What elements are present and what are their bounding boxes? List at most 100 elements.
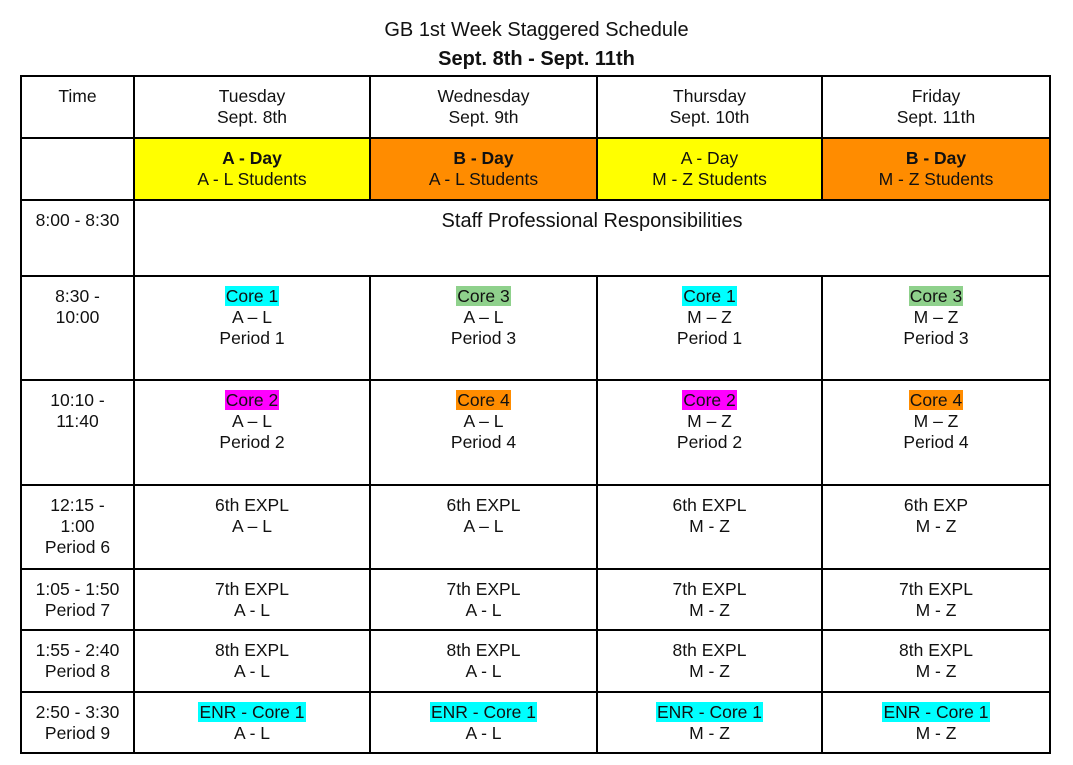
class-cell: 6th EXPL M - Z <box>596 484 823 570</box>
group-label: M - Z <box>915 661 957 681</box>
group-label: A - L <box>465 600 502 620</box>
day-name: Tuesday <box>218 86 286 106</box>
period-6-row: 12:15 - 1:00 Period 6 6th EXPL A – L 6th… <box>20 484 1051 570</box>
group-label: A - L <box>234 661 270 681</box>
core-label: Core 3 <box>908 286 964 306</box>
class-cell: Core 3 M – Z Period 3 <box>821 275 1051 381</box>
class-cell: Core 4 A – L Period 4 <box>369 379 598 486</box>
group-label: M – Z <box>687 307 732 327</box>
day-type-cell: B - Day A - L Students <box>369 137 598 201</box>
class-cell: Core 3 A – L Period 3 <box>369 275 598 381</box>
group-label: M - Z <box>915 723 957 743</box>
period-label: Period 4 <box>450 432 517 452</box>
period-label: Period 1 <box>219 328 285 348</box>
class-cell: 8th EXPL M - Z <box>596 629 823 693</box>
period-label: Period 3 <box>450 328 517 348</box>
group-label: M - Z <box>689 600 730 620</box>
enr-label: ENR - Core 1 <box>198 702 306 722</box>
group-label: A – L <box>463 516 504 536</box>
schedule-table: Time Tuesday Sept. 8th Wednesday Sept. 9… <box>20 75 1051 754</box>
time-cell: 12:15 - 1:00 Period 6 <box>20 484 135 570</box>
class-name: 8th EXPL <box>672 640 747 660</box>
group-label: M - Z <box>915 600 957 620</box>
day-header-thursday: Thursday Sept. 10th <box>596 75 823 139</box>
staff-responsibilities-cell: Staff Professional Responsibilities <box>133 199 1051 277</box>
class-name: 7th EXPL <box>899 579 973 599</box>
group-label: A - L <box>234 723 270 743</box>
page-title: GB 1st Week Staggered Schedule <box>384 19 689 41</box>
group-label: A - L <box>465 661 502 681</box>
class-cell: ENR - Core 1 M - Z <box>821 691 1051 754</box>
core-label: Core 2 <box>224 390 280 410</box>
time-cell: 8:00 - 8:30 <box>20 199 135 277</box>
class-name: 6th EXPL <box>446 495 521 515</box>
day-name: Friday <box>911 86 961 106</box>
class-name: 8th EXPL <box>899 640 973 660</box>
time-cell: 2:50 - 3:30 Period 9 <box>20 691 135 754</box>
class-name: 7th EXPL <box>672 579 747 599</box>
core-label: Core 4 <box>908 390 964 410</box>
group-label: M - Z <box>915 516 957 536</box>
core-label: Core 4 <box>456 390 511 410</box>
day-name: Wednesday <box>437 86 530 106</box>
group-label: A – L <box>463 307 504 327</box>
class-name: 6th EXP <box>903 495 969 515</box>
enr-label: ENR - Core 1 <box>655 702 764 722</box>
empty-cell <box>20 137 135 201</box>
group-label: M - Z <box>689 723 730 743</box>
time-cell: 1:05 - 1:50 Period 7 <box>20 568 135 631</box>
day-type-row: A - Day A - L Students B - Day A - L Stu… <box>20 137 1051 201</box>
class-cell: ENR - Core 1 A - L <box>369 691 598 754</box>
class-cell: ENR - Core 1 M - Z <box>596 691 823 754</box>
group-label: A - L <box>465 723 502 743</box>
group-label: A – L <box>232 516 272 536</box>
day-type: B - Day <box>905 148 967 168</box>
day-type: A - Day <box>680 148 739 168</box>
group-label: M - Z <box>689 516 730 536</box>
time-cell: 8:30 - 10:00 <box>20 275 135 381</box>
core-label: Core 1 <box>682 286 737 306</box>
class-name: 6th EXPL <box>215 495 289 515</box>
class-cell: 8th EXPL A - L <box>133 629 371 693</box>
class-cell: 6th EXPL A – L <box>133 484 371 570</box>
class-cell: 6th EXP M - Z <box>821 484 1051 570</box>
day-type-cell: A - Day A - L Students <box>133 137 371 201</box>
period-9-row: 2:50 - 3:30 Period 9 ENR - Core 1 A - L … <box>20 691 1051 754</box>
class-cell: 7th EXPL M - Z <box>821 568 1051 631</box>
period-label: Period 2 <box>219 432 285 452</box>
time-cell: 10:10 - 11:40 <box>20 379 135 486</box>
day-type-cell: B - Day M - Z Students <box>821 137 1051 201</box>
core-label: Core 2 <box>682 390 737 410</box>
group-label: M – Z <box>687 411 732 431</box>
group-label: M - Z <box>689 661 730 681</box>
class-cell: 7th EXPL A - L <box>369 568 598 631</box>
day-header-wednesday: Wednesday Sept. 9th <box>369 75 598 139</box>
day-date: Sept. 10th <box>669 107 750 127</box>
core-label: Core 1 <box>224 286 280 306</box>
class-cell: Core 4 M – Z Period 4 <box>821 379 1051 486</box>
class-cell: 8th EXPL A - L <box>369 629 598 693</box>
day-header-tuesday: Tuesday Sept. 8th <box>133 75 371 139</box>
class-cell: Core 1 A – L Period 1 <box>133 275 371 381</box>
group-label: M – Z <box>913 411 959 431</box>
class-cell: ENR - Core 1 A - L <box>133 691 371 754</box>
class-cell: 6th EXPL A – L <box>369 484 598 570</box>
class-name: 6th EXPL <box>672 495 747 515</box>
class-cell: 7th EXPL A - L <box>133 568 371 631</box>
staff-row: 8:00 - 8:30 Staff Professional Responsib… <box>20 199 1051 277</box>
core-label: Core 3 <box>456 286 511 306</box>
group-label: A – L <box>232 307 272 327</box>
block-row-2: 10:10 - 11:40 Core 2 A – L Period 2 Core… <box>20 379 1051 486</box>
period-label: Period 3 <box>903 328 969 348</box>
class-cell: Core 2 A – L Period 2 <box>133 379 371 486</box>
day-date: Sept. 8th <box>216 107 288 127</box>
class-name: 7th EXPL <box>215 579 289 599</box>
day-students: M - Z Students <box>652 169 767 189</box>
class-cell: 7th EXPL M - Z <box>596 568 823 631</box>
period-label: Period 1 <box>676 328 743 348</box>
day-students: A - L Students <box>428 169 539 189</box>
class-cell: 8th EXPL M - Z <box>821 629 1051 693</box>
day-type: A - Day <box>222 148 282 168</box>
period-label: Period 4 <box>903 432 969 452</box>
day-type: B - Day <box>453 148 514 168</box>
